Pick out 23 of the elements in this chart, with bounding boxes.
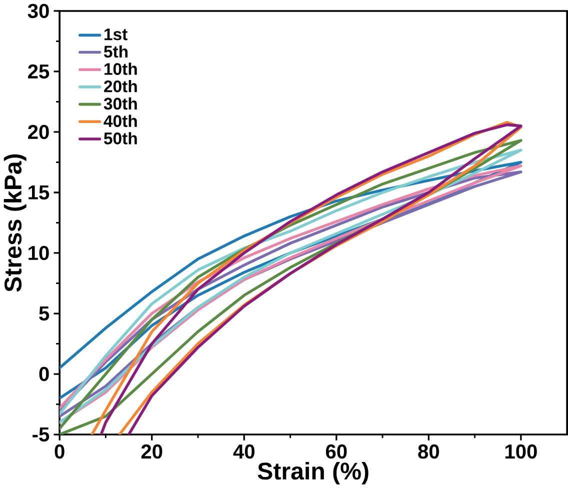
x-tick-label: 100	[505, 444, 537, 458]
legend-label: 20th	[104, 80, 137, 92]
legend-label: 1st	[104, 28, 128, 40]
x-tick-label: 0	[54, 444, 64, 458]
legend-label: 50th	[104, 132, 137, 144]
legend-label: 30th	[104, 97, 137, 110]
y-tick-label: 15	[28, 185, 50, 200]
legend-label: 5th	[104, 45, 128, 58]
y-tick-label: 20	[28, 124, 49, 139]
x-tick-label: 60	[326, 444, 347, 458]
y-tick-label: 10	[28, 246, 49, 260]
x-tick-label: 80	[418, 444, 440, 458]
y-axis-title: Stress (kPa)	[4, 154, 26, 292]
y-tick-label: 25	[28, 64, 50, 78]
x-axis-title: Strain (%)	[258, 462, 368, 484]
x-tick-label: 40	[233, 444, 254, 458]
x-tick-label: 20	[141, 444, 162, 458]
y-tick-label: 30	[28, 4, 49, 18]
y-tick-label: 0	[39, 366, 49, 381]
y-tick-label: 5	[39, 306, 50, 320]
legend-label: 40th	[104, 114, 137, 127]
y-tick-label: -5	[32, 427, 50, 442]
legend-label: 10th	[104, 62, 137, 75]
